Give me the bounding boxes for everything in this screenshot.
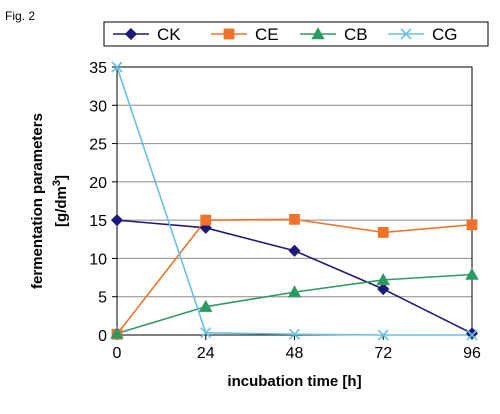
data-point-CK-96 (465, 327, 479, 340)
legend-label-CB: CB (344, 25, 368, 44)
data-point-CK-0 (110, 214, 124, 227)
data-point-CK-72 (377, 282, 390, 296)
y-axis-title-unit-close: ] (53, 175, 70, 180)
legend: CK CE CB CG (103, 21, 489, 47)
x-tick-label-0: 0 (113, 345, 122, 362)
legend-item-CG: CG (388, 25, 458, 44)
square-marker-icon (223, 28, 235, 40)
data-point-CE-72 (377, 226, 389, 238)
data-point-CG-0 (111, 61, 123, 73)
diamond-marker-icon (124, 27, 138, 41)
y-tick-label-10: 10 (89, 251, 107, 268)
x-tick-label-72: 72 (374, 345, 392, 362)
x-tick-label-96: 96 (463, 345, 481, 362)
data-point-CG-96 (466, 329, 478, 341)
y-axis-title-line1: fermentation parameters (29, 113, 46, 289)
series-line-CB (116, 273, 473, 335)
figure-label: Fig. 2 (5, 9, 35, 23)
y-tick-label-20: 20 (89, 175, 107, 192)
x-axis: 0 24 48 72 96 (113, 335, 481, 362)
data-point-CE-96 (466, 219, 478, 231)
legend-label-CE: CE (255, 25, 279, 44)
triangle-marker-icon (311, 27, 325, 40)
data-point-CB-0 (110, 326, 124, 339)
legend-item-CK: CK (113, 25, 181, 44)
y-tick-label-30: 30 (89, 98, 107, 115)
data-point-CG-72 (377, 329, 389, 341)
data-point-CB-96 (465, 267, 479, 280)
legend-label-CG: CG (432, 25, 458, 44)
x-axis-title: incubation time [h] (227, 373, 361, 390)
legend-item-CE: CE (211, 25, 279, 44)
data-point-CB-72 (376, 273, 390, 286)
data-point-CE-24 (200, 214, 212, 226)
y-tick-label-0: 0 (98, 328, 107, 345)
legend-label-CK: CK (157, 25, 181, 44)
legend-item-CB: CB (300, 25, 368, 44)
x-marker-icon (400, 28, 412, 40)
y-tick-label-5: 5 (98, 290, 107, 307)
data-point-CK-48 (288, 244, 301, 257)
x-tick-label-48: 48 (286, 345, 304, 362)
data-point-CE-48 (289, 213, 300, 225)
series-markers (110, 61, 479, 341)
data-point-CB-24 (199, 299, 213, 312)
y-axis-title-line2: [g/dm3] (51, 175, 70, 227)
x-tick-label-24: 24 (197, 345, 215, 362)
y-axis-title-unit-exponent: 3 (51, 180, 63, 186)
y-axis: 0 5 10 15 20 25 30 35 (89, 60, 117, 345)
data-point-CG-48 (288, 328, 301, 340)
grid (117, 104, 472, 298)
y-tick-label-35: 35 (89, 60, 107, 77)
y-axis-title: fermentation parameters [g/dm3] (29, 113, 70, 289)
data-point-CG-24 (200, 327, 212, 339)
y-tick-label-25: 25 (89, 137, 107, 154)
data-point-CB-48 (287, 285, 302, 298)
series-line-CK (116, 219, 473, 335)
y-tick-label-15: 15 (89, 213, 107, 230)
y-axis-title-unit: [g/dm (53, 186, 70, 227)
